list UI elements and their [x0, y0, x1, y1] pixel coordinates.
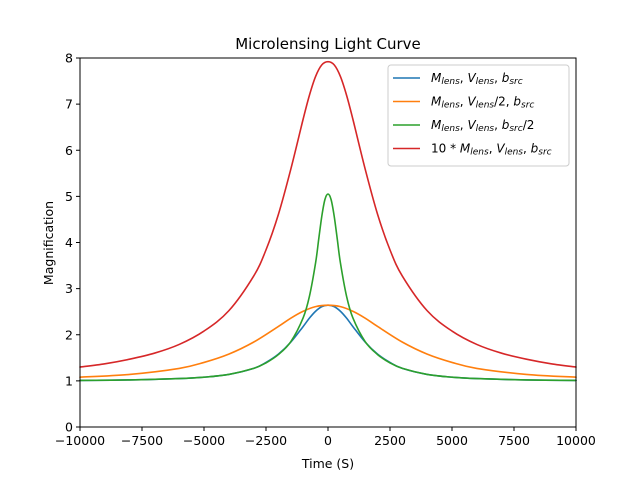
y-axis-ticks: 0 1 2 3 4 5 6 7 8	[65, 51, 80, 435]
y-tick-label: 5	[65, 189, 73, 204]
chart-title: Microlensing Light Curve	[235, 35, 421, 53]
series-line-3	[79, 193, 577, 382]
legend-label-2: Mlens, Vlens/2, bsrc	[431, 95, 534, 111]
y-tick-label: 3	[65, 281, 73, 296]
series-line-2	[79, 304, 577, 378]
y-tick-label: 6	[65, 143, 73, 158]
legend-label-1: Mlens, Vlens, bsrc	[431, 71, 523, 87]
y-tick-label: 1	[65, 373, 73, 388]
x-tick-label: 0	[324, 433, 332, 448]
y-tick-label: 8	[65, 51, 73, 66]
y-tick-label: 0	[65, 420, 73, 435]
legend-box	[387, 64, 570, 167]
x-tick-label: 10000	[556, 433, 596, 448]
x-tick-label: 7500	[498, 433, 530, 448]
series-line-4	[79, 60, 577, 368]
legend-label-3: Mlens, Vlens, bsrc/2	[431, 118, 534, 134]
y-tick-label: 7	[65, 97, 73, 112]
x-axis-label: Time (S)	[301, 456, 354, 471]
legend: Mlens, Vlens, bsrc Mlens, Vlens/2, bsrc Ml…	[387, 64, 570, 167]
y-tick-label: 4	[65, 235, 73, 250]
x-tick-label: −10000	[55, 433, 105, 448]
x-tick-label: 2500	[374, 433, 406, 448]
x-tick-label: −7500	[121, 433, 163, 448]
x-tick-label: −2500	[245, 433, 287, 448]
series-lines	[79, 60, 577, 382]
legend-label-4: 10 * Mlens, Vlens, bsrc	[431, 142, 552, 158]
x-tick-label: 5000	[436, 433, 468, 448]
y-tick-label: 2	[65, 327, 73, 342]
y-axis-label: Magnification	[41, 201, 56, 285]
x-axis-ticks: −10000 −7500 −5000 −2500 0 2500 5000 7500 10000	[55, 427, 596, 448]
x-tick-label: −5000	[183, 433, 225, 448]
